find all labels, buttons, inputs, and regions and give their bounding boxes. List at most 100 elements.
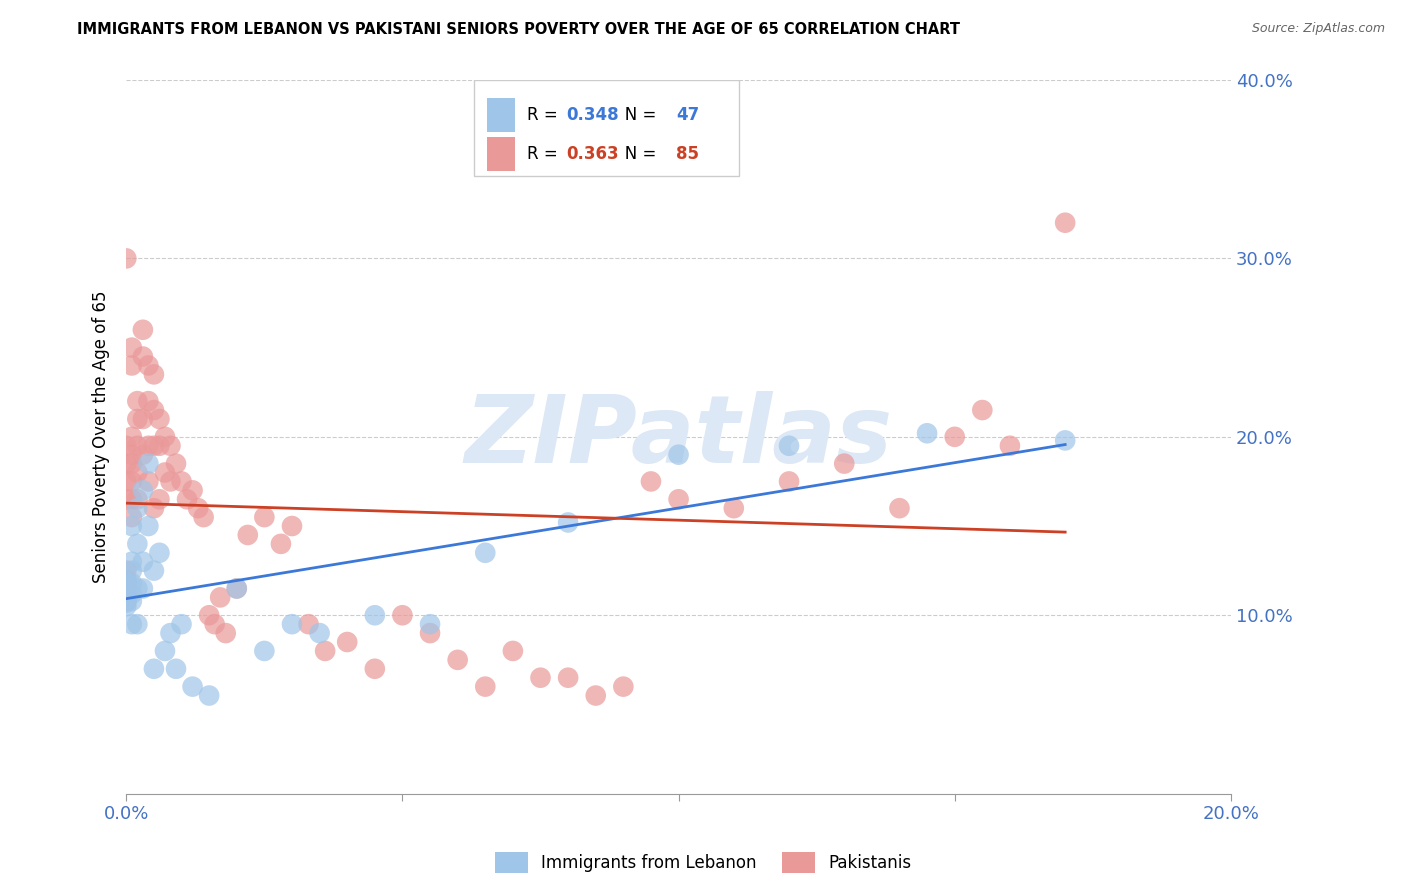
Text: R =: R = [527, 145, 564, 162]
Point [998, 439, 1021, 453]
Text: N =: N = [609, 145, 662, 162]
Point [115, 576, 138, 591]
Point [225, 582, 247, 596]
Point [419, 617, 441, 632]
Point [115, 573, 138, 587]
Point [121, 587, 143, 601]
Point [127, 582, 149, 596]
Point [115, 582, 138, 596]
Point [153, 644, 176, 658]
Point [127, 492, 149, 507]
Point [121, 341, 143, 355]
Point [127, 537, 149, 551]
Point [121, 475, 143, 489]
Point [138, 394, 160, 409]
Point [529, 671, 551, 685]
Point [314, 644, 336, 658]
Point [132, 582, 155, 596]
Point [153, 430, 176, 444]
Point [127, 394, 149, 409]
Point [972, 403, 994, 417]
Point [132, 483, 155, 498]
Point [138, 519, 160, 533]
Bar [488, 136, 515, 171]
Point [181, 483, 204, 498]
Point [270, 537, 292, 551]
Point [115, 582, 138, 596]
Point [142, 403, 165, 417]
Point [132, 555, 155, 569]
Point [419, 626, 441, 640]
Point [121, 555, 143, 569]
Point [778, 439, 800, 453]
Point [142, 501, 165, 516]
Point [115, 591, 138, 605]
Point [127, 617, 149, 632]
Point [121, 359, 143, 373]
Point [115, 587, 138, 601]
Point [132, 350, 155, 364]
Point [336, 635, 359, 649]
Point [308, 626, 330, 640]
Point [253, 510, 276, 524]
Point [138, 457, 160, 471]
Point [115, 576, 138, 591]
Point [612, 680, 634, 694]
Point [115, 599, 138, 614]
Point [474, 546, 496, 560]
Point [142, 662, 165, 676]
Text: R =: R = [527, 106, 564, 124]
Point [121, 576, 143, 591]
Text: 85: 85 [676, 145, 699, 162]
Point [165, 457, 187, 471]
Point [585, 689, 607, 703]
Point [115, 582, 138, 596]
Y-axis label: Seniors Poverty Over the Age of 65: Seniors Poverty Over the Age of 65 [93, 291, 110, 583]
Text: IMMIGRANTS FROM LEBANON VS PAKISTANI SENIORS POVERTY OVER THE AGE OF 65 CORRELAT: IMMIGRANTS FROM LEBANON VS PAKISTANI SEN… [77, 22, 960, 37]
Point [127, 412, 149, 426]
Point [132, 323, 155, 337]
Point [121, 492, 143, 507]
Text: ZIPatlas: ZIPatlas [464, 391, 893, 483]
Text: Source: ZipAtlas.com: Source: ZipAtlas.com [1251, 22, 1385, 36]
Point [121, 457, 143, 471]
Point [115, 587, 138, 601]
Point [115, 591, 138, 605]
Point [142, 564, 165, 578]
Point [1054, 216, 1077, 230]
Point [502, 644, 524, 658]
Bar [488, 98, 515, 132]
Point [198, 608, 221, 623]
Point [668, 448, 690, 462]
Point [115, 573, 138, 587]
Point [778, 475, 800, 489]
Point [121, 510, 143, 524]
Point [225, 582, 247, 596]
Point [115, 582, 138, 596]
Point [121, 519, 143, 533]
Point [170, 617, 193, 632]
Point [215, 626, 238, 640]
Point [115, 594, 138, 608]
Point [121, 594, 143, 608]
Point [640, 475, 662, 489]
Point [138, 439, 160, 453]
Point [121, 448, 143, 462]
Point [115, 591, 138, 605]
Point [132, 448, 155, 462]
Point [176, 492, 198, 507]
Point [723, 501, 745, 516]
Point [148, 492, 170, 507]
Point [165, 662, 187, 676]
Point [115, 596, 138, 610]
Point [193, 510, 215, 524]
Point [115, 252, 138, 266]
Text: 47: 47 [676, 106, 700, 124]
Point [148, 412, 170, 426]
Point [159, 626, 181, 640]
Point [148, 439, 170, 453]
Point [181, 680, 204, 694]
Point [915, 426, 938, 441]
Point [668, 492, 690, 507]
Point [253, 644, 276, 658]
